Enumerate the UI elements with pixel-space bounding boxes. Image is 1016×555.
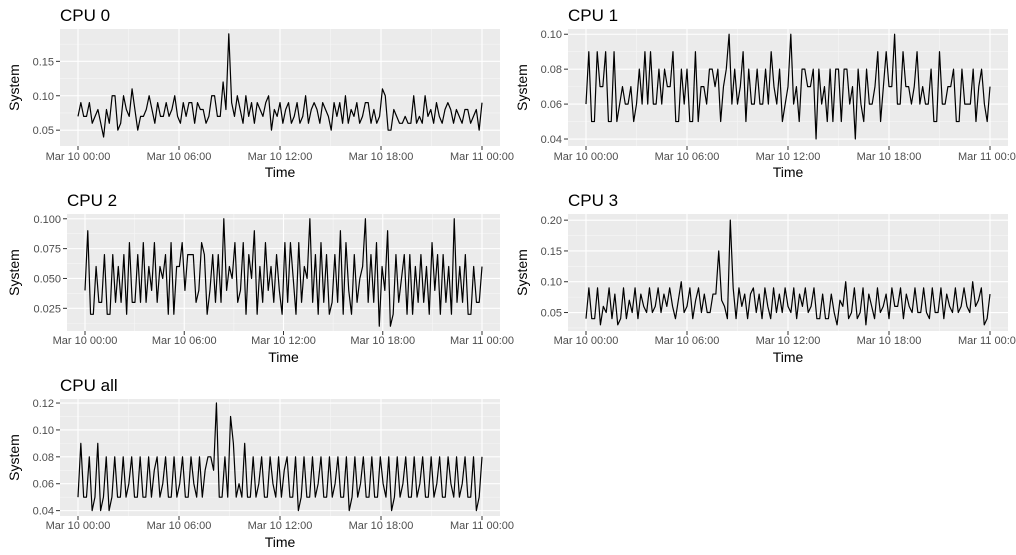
cpu-2-series-line [84,218,483,327]
cpu-1-y-axis-title: System [514,64,530,111]
cpu-0-series-line [77,33,483,138]
x-tick-label: Mar 11 00:00 [958,335,1016,347]
x-tick-label: Mar 10 18:00 [350,335,415,347]
y-tick-label: 0.025 [33,303,61,315]
cpu-all-chart: Mar 10 00:00 Mar 10 06:00 Mar 10 12:00 Mar … [6,376,514,550]
cpu-3-chart: Mar 10 00:00 Mar 10 06:00 Mar 10 12:00 Mar … [514,191,1016,365]
x-tick-label: Mar 11 00:00 [450,151,514,163]
y-tick-label: 0.12 [33,398,54,410]
x-tick-label: Mar 10 00:00 [46,520,111,532]
x-tick-label: Mar 10 12:00 [756,335,821,347]
x-tick-label: Mar 10 06:00 [152,335,217,347]
x-tick-label: Mar 10 18:00 [349,520,414,532]
y-tick-label: 0.100 [33,214,61,226]
cpu-all-x-axis-title: Time [265,534,296,550]
y-tick-label: 0.08 [541,64,562,76]
y-tick-label: 0.050 [33,273,61,285]
cpu-1-series-line [585,33,991,140]
x-tick-label: Mar 11 00:00 [450,335,514,347]
y-tick-label: 0.20 [541,215,562,227]
x-tick-label: Mar 10 06:00 [147,151,212,163]
y-tick-label: 0.06 [33,479,54,491]
y-tick-label: 0.10 [33,91,54,103]
cpu-0-x-axis-title: Time [265,164,296,180]
y-tick-label: 0.08 [33,452,54,464]
x-tick-label: Mar 10 18:00 [857,151,922,163]
x-tick-label: Mar 11 00:00 [958,151,1016,163]
cpu-1-title: CPU 1 [568,6,618,25]
x-tick-label: Mar 10 06:00 [655,335,720,347]
y-tick-label: 0.04 [541,134,562,146]
cpu-3-x-axis-title: Time [773,349,804,365]
x-tick-label: Mar 11 00:00 [450,520,514,532]
y-tick-label: 0.075 [33,244,61,256]
cpu-2-x-axis-title: Time [268,349,299,365]
y-tick-label: 0.15 [33,56,54,68]
x-tick-label: Mar 10 12:00 [251,335,316,347]
cpu-2-chart: Mar 10 00:00 Mar 10 06:00 Mar 10 12:00 Mar … [6,191,514,365]
cpu-3-y-axis-title: System [514,249,530,296]
x-tick-label: Mar 10 12:00 [248,151,313,163]
cpu-3-title: CPU 3 [568,191,618,210]
cpu-1-chart: Mar 10 00:00 Mar 10 06:00 Mar 10 12:00 Mar … [514,6,1016,180]
y-tick-label: 0.04 [33,506,54,518]
y-tick-label: 0.06 [541,99,562,111]
cpu-0-y-axis-title: System [6,64,22,111]
cpu-all-y-axis-title: System [6,434,22,481]
x-tick-label: Mar 10 00:00 [53,335,118,347]
cpu-1-x-axis-title: Time [773,164,804,180]
x-tick-label: Mar 10 12:00 [756,151,821,163]
cpu-all-title: CPU all [60,376,118,395]
x-tick-label: Mar 10 00:00 [46,151,111,163]
x-tick-label: Mar 10 06:00 [147,520,212,532]
x-tick-label: Mar 10 18:00 [349,151,414,163]
cpu-2-title: CPU 2 [67,191,117,210]
y-tick-label: 0.10 [541,277,562,289]
x-tick-label: Mar 10 18:00 [857,335,922,347]
y-tick-label: 0.05 [33,125,54,137]
y-tick-label: 0.10 [33,425,54,437]
x-tick-label: Mar 10 12:00 [248,520,313,532]
x-tick-label: Mar 10 06:00 [655,151,720,163]
y-tick-label: 0.15 [541,246,562,258]
x-tick-label: Mar 10 00:00 [554,151,619,163]
x-tick-label: Mar 10 00:00 [554,335,619,347]
cpu-0-title: CPU 0 [60,6,110,25]
y-tick-label: 0.05 [541,308,562,320]
cpu-3-series-line [585,219,991,326]
y-tick-label: 0.10 [541,29,562,41]
cpu-2-y-axis-title: System [6,249,22,296]
cpu-all-series-line [77,402,483,512]
cpu-0-chart: Mar 10 00:00 Mar 10 06:00 Mar 10 12:00 Mar … [6,6,514,180]
